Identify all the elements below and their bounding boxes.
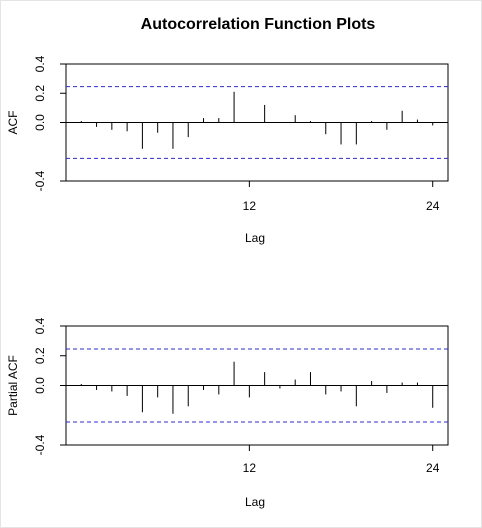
acf-x-tick-label: 12 — [243, 199, 257, 213]
pacf-y-tick-label: 0.4 — [33, 317, 47, 334]
acf-x-tick-label: 24 — [426, 199, 440, 213]
acf-y-tick-label: 0.0 — [33, 114, 47, 131]
acf-y-axis-label: ACF — [6, 111, 20, 135]
acf-y-tick-label: 0.2 — [33, 85, 47, 102]
pacf-x-tick-label: 24 — [426, 461, 440, 475]
pacf-y-axis-label: Partial ACF — [6, 355, 20, 416]
acf-y-tick-label: -0.4 — [33, 170, 47, 191]
pacf-y-tick-label: -0.4 — [33, 434, 47, 455]
acf-y-tick-label: 0.4 — [33, 55, 47, 72]
pacf-y-tick-label: 0.0 — [33, 377, 47, 394]
pacf-x-axis-label: Lag — [245, 495, 265, 509]
acf-x-axis-label: Lag — [245, 231, 265, 245]
chart-title: Autocorrelation Function Plots — [140, 16, 376, 33]
pacf-x-tick-label: 12 — [243, 461, 257, 475]
pacf-y-tick-label: 0.2 — [33, 347, 47, 364]
